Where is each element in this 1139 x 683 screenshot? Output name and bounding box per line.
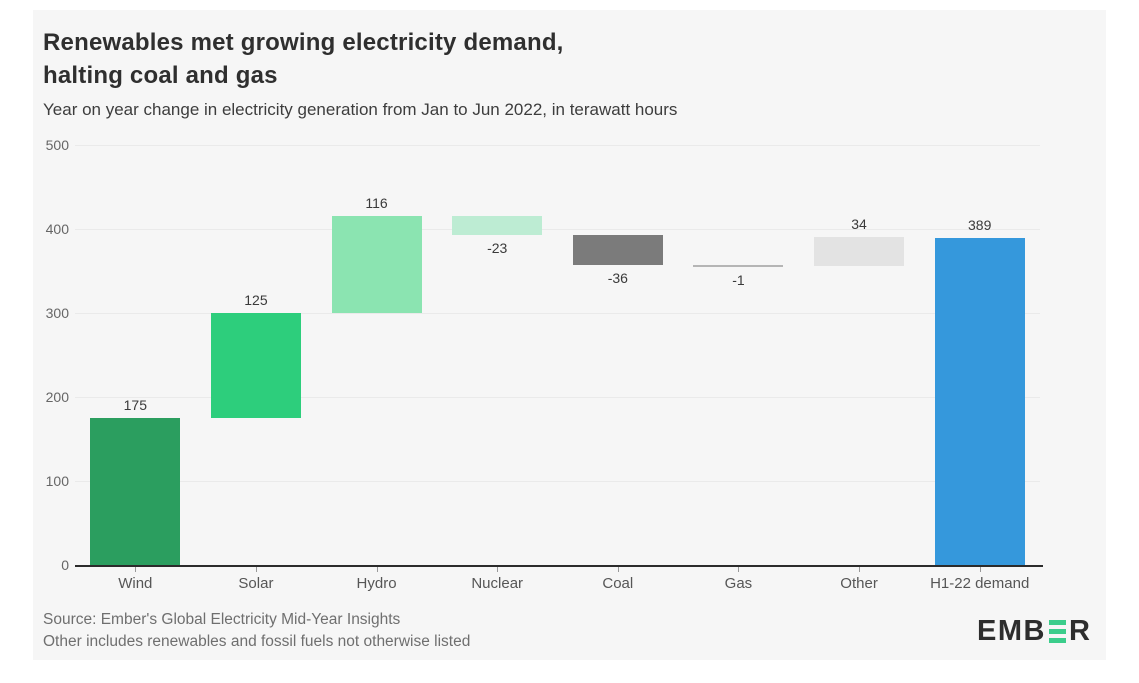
y-tick-label: 400 [45, 221, 69, 237]
x-axis-tick [376, 567, 378, 572]
chart-title: Renewables met growing electricity deman… [43, 26, 564, 92]
x-axis-tick [738, 567, 740, 572]
x-axis-tick [135, 567, 137, 572]
bar-wind [90, 418, 181, 565]
y-axis-labels: 0 100 200 300 400 500 [33, 137, 69, 573]
logo-e-bars-icon [1048, 620, 1066, 643]
bar-coal [572, 234, 663, 266]
bar-value-label: 175 [123, 397, 147, 413]
x-axis-tick [617, 567, 619, 572]
plot-area: 175 125 116 -23 -36 -1 34 389 [75, 145, 1040, 565]
x-axis-tick [497, 567, 499, 572]
y-tick-label: 0 [61, 557, 69, 573]
gridline [75, 229, 1040, 230]
gridline [75, 313, 1040, 314]
x-axis-label: H1-22 demand [930, 575, 1030, 592]
source-text: Source: Ember's Global Electricity Mid-Y… [43, 611, 401, 628]
y-tick-label: 100 [45, 473, 69, 489]
bar-value-label: 125 [244, 292, 268, 308]
ember-logo: EMB R [977, 615, 1091, 648]
bar-value-label: -1 [732, 272, 745, 289]
x-axis-ticks [75, 567, 1040, 573]
gridline [75, 397, 1040, 398]
x-axis-labels: Wind Solar Hydro Nuclear Coal Gas Other H1-22 d… [75, 575, 1040, 595]
x-axis-label: Other [840, 575, 878, 592]
x-axis-label: Gas [724, 575, 753, 592]
bar-other [814, 237, 905, 266]
x-axis-label: Hydro [356, 575, 397, 592]
chart-title-line2: halting coal and gas [43, 62, 278, 89]
bar-value-label: 116 [365, 194, 388, 211]
y-tick-label: 500 [45, 137, 69, 153]
x-axis-line [75, 565, 1043, 567]
bar-gas [693, 265, 784, 268]
chart-title-line1: Renewables met growing electricity deman… [43, 29, 564, 56]
bar-value-label: 34 [851, 216, 867, 233]
chart-card: Renewables met growing electricity deman… [33, 10, 1106, 660]
chart-subtitle: Year on year change in electricity gener… [43, 100, 678, 119]
x-axis-tick [859, 567, 861, 572]
bar-solar [210, 313, 301, 418]
gridline [75, 145, 1040, 146]
footnote-text: Other includes renewables and fossil fue… [43, 633, 471, 650]
x-axis-label: Wind [118, 575, 153, 592]
y-tick-label: 200 [45, 389, 69, 405]
x-axis-label: Nuclear [471, 575, 524, 592]
bar-value-label: -23 [487, 239, 508, 256]
bar-h1-22-demand [934, 238, 1025, 565]
logo-text-left: EMB [977, 615, 1046, 647]
x-axis-tick [979, 567, 981, 572]
bar-nuclear [452, 215, 543, 235]
gridline [75, 481, 1040, 482]
x-axis-label: Solar [238, 575, 274, 592]
logo-text-right: R [1068, 615, 1092, 647]
bar-value-label: 389 [968, 217, 992, 234]
y-tick-label: 300 [45, 305, 69, 321]
bar-hydro [331, 215, 422, 313]
bar-value-label: -36 [607, 270, 628, 287]
x-axis-label: Coal [602, 575, 634, 592]
x-axis-tick [255, 567, 257, 572]
